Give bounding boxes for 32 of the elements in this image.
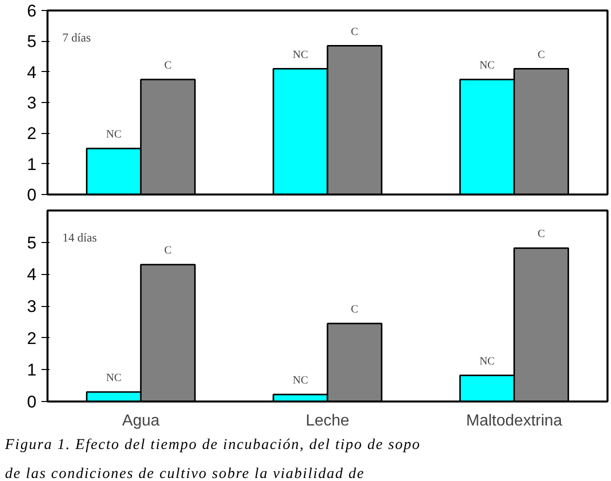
text: C — [538, 48, 545, 61]
text: Figura 1. Efecto del tiempo de incubación, del tipo de sopo — [5, 437, 421, 454]
y-tick-label: 2 — [27, 328, 37, 348]
series-label: C — [164, 60, 172, 72]
text: de las condiciones de cultivo sobre la viabilidad de — [5, 466, 365, 481]
text: NC — [292, 374, 308, 386]
y-tick-label: 5 — [27, 233, 37, 252]
y-tick-label: 4 — [27, 265, 37, 284]
y-tick-label: 0 — [27, 392, 37, 412]
text: C — [350, 26, 358, 38]
y-tick-label: 2 — [27, 124, 37, 144]
series-label: NC — [106, 372, 122, 384]
y-tick-label: 3 — [27, 297, 37, 316]
x-tick-label: Maltodextrina — [466, 412, 562, 430]
text: 7 días — [62, 30, 92, 44]
y-tick-label: 4 — [27, 62, 37, 82]
series-label: NC — [106, 128, 122, 140]
series-label: C — [164, 244, 172, 257]
y-tick-label: 6 — [27, 2, 37, 20]
text: NC — [479, 60, 495, 72]
y-tick-label: 0 — [27, 186, 37, 204]
y-tick-label: 1 — [27, 154, 37, 174]
y-tick-label: 3 — [27, 94, 37, 112]
text: C — [350, 304, 358, 316]
text: 14 días — [62, 230, 98, 244]
y-tick-label: 5 — [27, 32, 37, 52]
x-tick-label: Leche — [306, 412, 350, 430]
text: NC — [292, 48, 308, 61]
text: C — [538, 228, 545, 240]
y-tick-label: 1 — [27, 360, 37, 380]
x-tick-label: Agua — [122, 412, 160, 430]
text: NC — [479, 355, 495, 368]
